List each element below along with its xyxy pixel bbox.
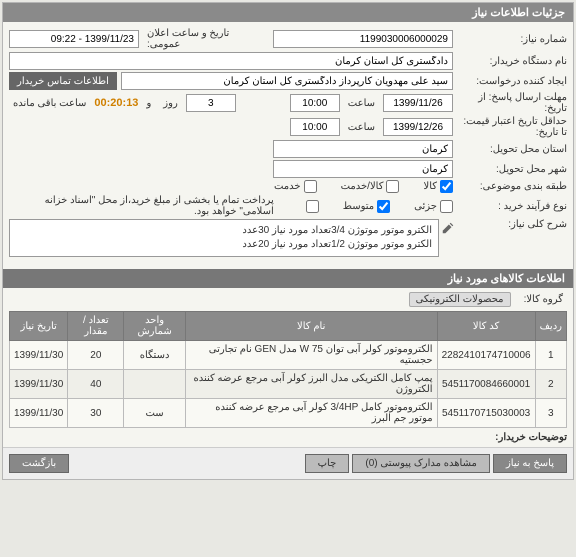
cell-code: 5451170084660001 (437, 370, 535, 399)
table-row: 25451170084660001پمپ کامل الکتریکی مدل ا… (10, 370, 567, 399)
check-goodsservice[interactable] (386, 180, 399, 193)
table-row: 12282410174710006الکتروموتور کولر آبی تو… (10, 341, 567, 370)
check-goodsservice-label[interactable]: کالا/خدمت (341, 180, 400, 193)
th-code: کد کالا (437, 312, 535, 341)
label-province: استان محل تحویل: (457, 144, 567, 155)
check-goodsservice-text: کالا/خدمت (341, 181, 384, 192)
field-replyhour[interactable] (290, 94, 340, 112)
cell-qty: 20 (68, 341, 124, 370)
field-province[interactable] (273, 140, 453, 158)
label-buyerorg: نام دستگاه خریدار: (457, 56, 567, 67)
label-creator: ایجاد کننده درخواست: (457, 76, 567, 87)
label-announce: تاریخ و ساعت اعلان عمومی: (143, 28, 269, 50)
label-goodsgroup: گروه کالا: (520, 294, 567, 305)
panel-title: جزئیات اطلاعات نیاز (3, 3, 573, 22)
table-row: 35451170715030003الکتروموتور کامل 3/4HP … (10, 399, 567, 428)
label-budget: طبقه بندی موضوعی: (457, 181, 567, 192)
label-summary: شرح کلی نیاز: (457, 219, 567, 230)
field-city[interactable] (273, 160, 453, 178)
check-small-label[interactable]: جزئی (414, 200, 453, 213)
th-need: تاریخ نیاز (10, 312, 68, 341)
th-name: نام کالا (185, 312, 437, 341)
field-pricehour[interactable] (290, 118, 340, 136)
field-replydate[interactable] (383, 94, 453, 112)
label-and: و (142, 98, 155, 109)
buyer-contact-button[interactable]: اطلاعات تماس خریدار (9, 72, 117, 90)
field-pricedate[interactable] (383, 118, 453, 136)
th-qty: تعداد / مقدار (68, 312, 124, 341)
label-process: نوع فرآیند خرید : (457, 201, 567, 212)
label-hour1: ساعت (344, 98, 379, 109)
payment-note: پرداخت تمام یا بخشی از مبلغ خرید،از محل … (9, 195, 274, 217)
label-city: شهر محل تحویل: (457, 164, 567, 175)
buyer-notes-label: توضیحات خریدار: (9, 432, 567, 443)
check-service[interactable] (304, 180, 317, 193)
check-goods-text: کالا (423, 181, 437, 192)
field-daysleft (186, 94, 236, 112)
field-reqno[interactable] (273, 30, 453, 48)
summary-box: الکترو موتور موتوژن 3/4تعداد مورد نیاز 3… (9, 219, 439, 257)
th-row: ردیف (535, 312, 566, 341)
check-medium-text: متوسط (343, 201, 374, 212)
check-small-text: جزئی (414, 201, 437, 212)
check-small[interactable] (440, 200, 453, 213)
items-header: اطلاعات کالاهای مورد نیاز (3, 269, 573, 288)
summary-line1: الکترو موتور موتوژن 3/4تعداد مورد نیاز 3… (16, 224, 432, 238)
summary-line2: الکترو موتور موتوژن 1/2تعداد مورد نیاز 2… (16, 238, 432, 252)
th-unit: واحد شمارش (124, 312, 185, 341)
countdown-timer: 00:20:13 (94, 97, 138, 109)
cell-code: 5451170715030003 (437, 399, 535, 428)
check-service-label[interactable]: خدمت (274, 180, 317, 193)
items-table: ردیف کد کالا نام کالا واحد شمارش تعداد /… (9, 311, 567, 428)
field-announce[interactable] (9, 30, 139, 48)
label-replydeadline: مهلت ارسال پاسخ: از تاریخ: (457, 92, 567, 114)
label-remaining: ساعت باقی مانده (9, 98, 90, 109)
print-button[interactable]: چاپ (305, 454, 350, 473)
check-goods[interactable] (440, 180, 453, 193)
cell-n: 3 (535, 399, 566, 428)
field-creator[interactable] (121, 72, 453, 90)
cell-name: الکتروموتور کولر آبی توان W 75 مدل GEN ن… (185, 341, 437, 370)
cell-unit: دستگاه (124, 341, 185, 370)
cell-unit (124, 370, 185, 399)
cell-qty: 40 (68, 370, 124, 399)
check-medium[interactable] (377, 200, 390, 213)
field-buyerorg[interactable] (9, 52, 453, 70)
check-payment-label[interactable] (306, 200, 319, 213)
cell-n: 2 (535, 370, 566, 399)
check-payment[interactable] (306, 200, 319, 213)
back-button[interactable]: بازگشت (9, 454, 69, 473)
goodsgroup-chip: محصولات الکترونیکی (409, 292, 511, 307)
edit-icon[interactable] (441, 221, 455, 235)
check-goods-label[interactable]: کالا (423, 180, 453, 193)
cell-need: 1399/11/30 (10, 341, 68, 370)
cell-name: الکتروموتور کامل 3/4HP کولر آبی مرجع عرض… (185, 399, 437, 428)
label-hour2: ساعت (344, 122, 379, 133)
label-day: روز (159, 98, 182, 109)
cell-name: پمپ کامل الکتریکی مدل البرز کولر آبی مرج… (185, 370, 437, 399)
cell-need: 1399/11/30 (10, 370, 68, 399)
label-pricevalidity: حداقل تاریخ اعتبار قیمت: تا تاریخ: (457, 116, 567, 138)
cell-unit: ست (124, 399, 185, 428)
cell-n: 1 (535, 341, 566, 370)
reply-button[interactable]: پاسخ به نیاز (493, 454, 567, 473)
cell-need: 1399/11/30 (10, 399, 68, 428)
attachments-button[interactable]: مشاهده مدارک پیوستی (0) (352, 454, 490, 473)
check-service-text: خدمت (274, 181, 301, 192)
cell-qty: 30 (68, 399, 124, 428)
cell-code: 2282410174710006 (437, 341, 535, 370)
label-reqno: شماره نیاز: (457, 34, 567, 45)
check-medium-label[interactable]: متوسط (343, 200, 390, 213)
